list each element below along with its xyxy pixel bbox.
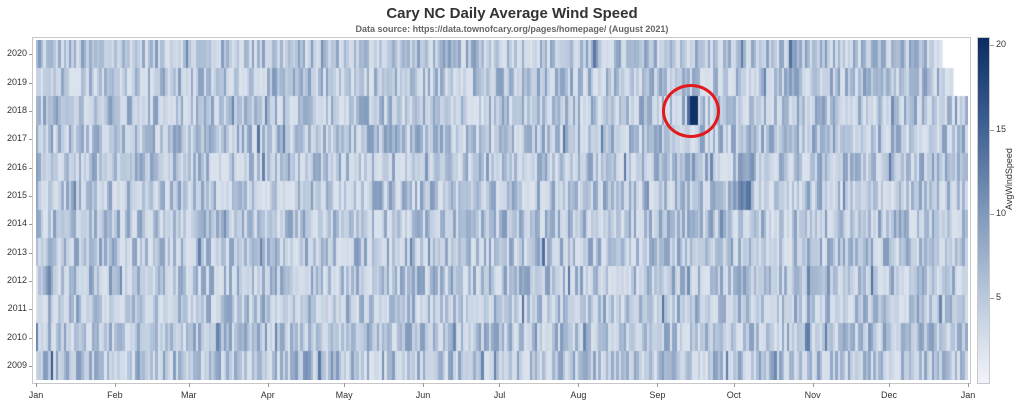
x-tick-label: Jun bbox=[415, 390, 431, 400]
colorbar-tick bbox=[990, 213, 994, 215]
y-tick-label: 2013 bbox=[6, 246, 27, 257]
colorbar-tick-label: 5 bbox=[996, 291, 1002, 302]
y-tick bbox=[29, 110, 32, 112]
x-tick-label: Jan bbox=[28, 390, 44, 400]
y-tick bbox=[29, 167, 32, 169]
colorbar-tick bbox=[990, 45, 994, 47]
x-tick-label: Jan bbox=[960, 390, 976, 400]
x-tick bbox=[733, 383, 735, 387]
y-tick-label: 2017 bbox=[6, 133, 27, 144]
y-tick bbox=[29, 224, 32, 226]
x-tick-label: Dec bbox=[881, 390, 898, 400]
x-tick bbox=[423, 383, 425, 387]
y-tick bbox=[29, 139, 32, 141]
y-tick bbox=[29, 82, 32, 84]
colorbar-tick-label: 20 bbox=[996, 39, 1007, 50]
y-tick bbox=[29, 54, 32, 56]
colorbar-tick-label: 15 bbox=[996, 123, 1007, 134]
y-tick-label: 2018 bbox=[6, 104, 27, 115]
x-tick bbox=[188, 383, 190, 387]
x-tick-label: Mar bbox=[181, 390, 197, 400]
x-tick bbox=[968, 383, 969, 387]
y-tick-label: 2012 bbox=[6, 274, 27, 285]
y-tick bbox=[29, 365, 32, 367]
x-tick bbox=[812, 383, 814, 387]
x-tick-label: Nov bbox=[804, 390, 821, 400]
chart-title: Cary NC Daily Average Wind Speed bbox=[386, 5, 638, 22]
x-tick-label: Sep bbox=[649, 390, 666, 400]
y-tick-label: 2016 bbox=[6, 161, 27, 172]
x-tick-label: May bbox=[335, 390, 353, 400]
y-tick bbox=[29, 280, 32, 282]
heatmap-cells bbox=[36, 40, 968, 380]
colorbar-tick-label: 10 bbox=[996, 207, 1007, 218]
x-tick-label: Apr bbox=[260, 390, 275, 400]
y-tick-label: 2014 bbox=[6, 218, 27, 229]
y-tick-label: 2010 bbox=[6, 331, 27, 342]
y-tick-label: 2009 bbox=[6, 359, 27, 370]
x-tick bbox=[36, 383, 37, 387]
y-tick bbox=[29, 252, 32, 254]
colorbar-tick bbox=[990, 297, 994, 299]
x-tick bbox=[657, 383, 659, 387]
colorbar-title: AvgWindSpeed bbox=[1004, 148, 1014, 210]
x-tick-label: Aug bbox=[570, 390, 587, 400]
x-tick bbox=[267, 383, 269, 387]
x-tick-label: Feb bbox=[107, 390, 123, 400]
highlight-circle-annotation bbox=[662, 84, 720, 138]
y-tick-label: 2015 bbox=[6, 189, 27, 200]
x-tick-label: Oct bbox=[726, 390, 741, 400]
y-tick bbox=[29, 195, 32, 197]
y-tick-label: 2019 bbox=[6, 76, 27, 87]
colorbar bbox=[977, 37, 990, 384]
x-tick bbox=[344, 383, 346, 387]
x-tick bbox=[889, 383, 891, 387]
x-tick bbox=[114, 383, 116, 387]
x-tick bbox=[578, 383, 580, 387]
colorbar-tick bbox=[990, 129, 994, 131]
x-tick bbox=[499, 383, 501, 387]
x-tick-label: Jul bbox=[493, 390, 506, 400]
y-tick bbox=[29, 337, 32, 339]
chart-subtitle: Data source: https://data.townofcary.org… bbox=[355, 24, 669, 34]
y-tick-label: 2020 bbox=[6, 48, 27, 59]
y-tick bbox=[29, 309, 32, 311]
y-tick-label: 2011 bbox=[7, 303, 27, 314]
